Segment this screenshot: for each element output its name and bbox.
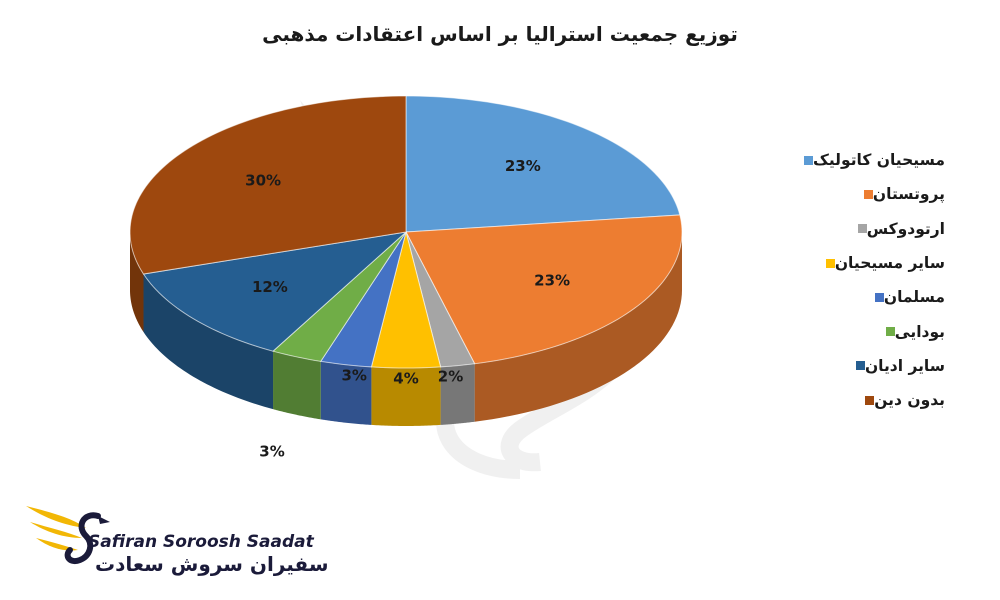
pie-side-سایر-ادیان [143,274,274,410]
legend-item-سایر-مسیحیان: سایر مسیحیان [745,246,945,280]
legend-item-بودایی: بودایی [745,314,945,348]
pie-tops [129,95,683,369]
legend-item-بدون-دین: بدون دین [745,383,945,417]
legend-label: مسیحیان کاتولیک [812,151,945,170]
legend-label: مسلمان [883,288,945,307]
pie-slice-مسیحیان-کاتولیک [405,95,681,233]
logo-text-fa: سفیران سروش سعادت [95,552,329,576]
pie-side-سایر-مسیحیان [371,366,441,426]
legend-item-پروتستان: پروتستان [745,177,945,211]
legend-swatch [874,292,884,302]
pie-slice-ارتودوکس [405,231,476,368]
logo-text-en: Safiran Soroosh Saadat [88,532,314,552]
pie-data-labels: 23% 23% 2% 4% 3% 3% 12% 30% [245,157,570,460]
legend-item-مسیحیان-کاتولیک: مسیحیان کاتولیک [745,143,945,177]
pie-slice-مسلمان [319,231,407,368]
data-label-پروتستان: 23% [534,271,570,289]
legend-label: سایر ادیان [864,356,945,375]
data-label-ارتودوکس: 2% [438,367,463,385]
legend-label: بدون دین [874,391,945,410]
legend-swatch [803,155,813,165]
legend-item-ارتودوکس: ارتودوکس [745,212,945,246]
pie-slice-پروتستان [405,214,683,365]
legend-label: بودایی [894,322,945,341]
legend-label: سایر مسیحیان [834,254,945,273]
legend-swatch [863,189,873,199]
legend-item-مسلمان: مسلمان [745,280,945,314]
legend-label: ارتودوکس [866,219,945,238]
data-label-مسیحیان-کاتولیک: 23% [505,157,541,175]
pie-slice-بودایی [272,231,407,362]
data-label-سایر-مسیحیان: 4% [393,370,418,388]
legend-swatch [855,361,865,371]
pie-slice-سایر-ادیان [142,231,408,352]
legend-swatch [865,395,875,405]
legend-swatch [857,224,867,234]
pie-side-مسلمان [320,361,372,425]
data-label-بودایی: 3% [259,443,284,461]
pie-side-پروتستان [474,232,682,422]
pie-side-بدون-دین [130,232,144,333]
data-label-سایر-ادیان: 12% [252,278,288,296]
pie-sides [130,232,682,426]
chart-title: توزیع جمعیت استرالیا بر اساس اعتقادات مذ… [262,22,738,46]
swan-logo-icon [26,506,110,564]
data-label-مسلمان: 3% [341,367,366,385]
legend-label: پروتستان [872,185,945,204]
legend: مسیحیان کاتولیک پروتستان ارتودوکس سایر مسیح… [745,143,945,417]
pie-slice-سایر-مسیحیان [370,231,442,369]
legend-swatch [885,327,895,337]
legend-item-سایر-ادیان: سایر ادیان [745,349,945,383]
pie-slice-بدون-دین [129,95,407,275]
data-label-بدون-دین: 30% [245,171,281,189]
pie-side-بودایی [273,351,321,420]
legend-swatch [825,258,835,268]
pie-side-ارتودوکس [440,363,475,425]
